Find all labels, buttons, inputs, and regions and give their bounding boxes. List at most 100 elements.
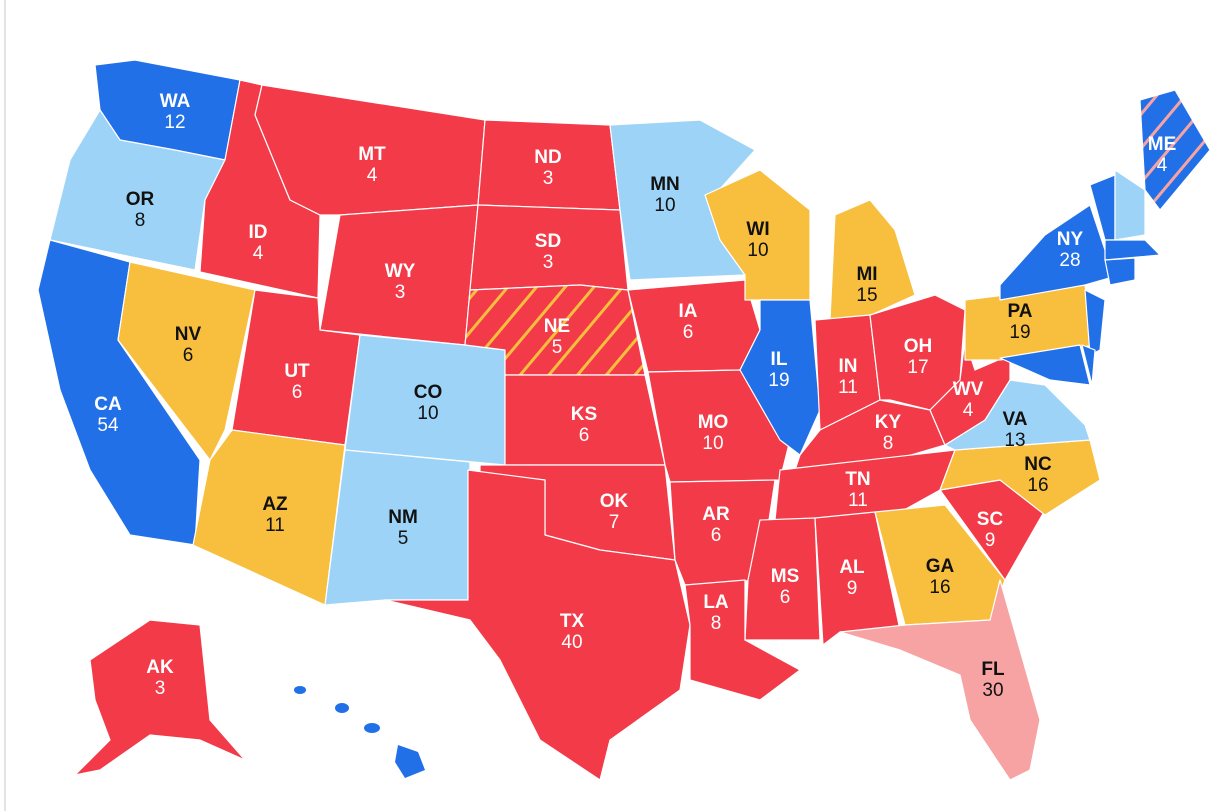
electoral-votes: 4 (253, 243, 264, 264)
electoral-votes: 40 (561, 632, 582, 653)
state-abbr: MS (771, 566, 800, 587)
state-abbr: TX (560, 611, 585, 632)
state-abbr: IN (839, 356, 858, 377)
electoral-votes: 16 (929, 577, 950, 598)
state-abbr: NY (1057, 229, 1084, 250)
state-abbr: ND (534, 147, 561, 168)
electoral-votes: 9 (847, 578, 858, 599)
state-abbr: NM (388, 507, 418, 528)
state-abbr: MN (650, 174, 680, 195)
state-de (1081, 344, 1096, 386)
state (1139, 89, 1211, 211)
state (774, 449, 956, 521)
state-nh (1114, 169, 1146, 241)
electoral-votes: 4 (367, 165, 378, 186)
electoral-votes: 4 (963, 400, 974, 421)
electoral-votes: 11 (265, 515, 285, 536)
state-abbr: IL (771, 349, 788, 370)
electoral-votes: 19 (768, 370, 789, 391)
states (37, 59, 1211, 781)
state-ma (1104, 239, 1161, 261)
state-abbr: PA (1008, 301, 1033, 322)
state-abbr: TN (845, 469, 870, 490)
state (627, 279, 761, 373)
state-abbr: CO (414, 382, 443, 403)
state-abbr: GA (926, 556, 955, 577)
electoral-votes: 6 (579, 425, 590, 446)
state-abbr: MI (856, 264, 877, 285)
electoral-votes: 54 (97, 415, 119, 436)
state-abbr: SD (535, 231, 561, 252)
state-ct (1104, 257, 1136, 286)
electoral-votes: 5 (552, 337, 563, 358)
state-abbr: CA (94, 394, 122, 415)
hawaii (294, 686, 425, 778)
electoral-votes: 9 (985, 530, 996, 551)
electoral-votes: 10 (702, 433, 723, 454)
electoral-votes: 28 (1059, 250, 1080, 271)
state-abbr: AR (702, 504, 730, 525)
electoral-votes: 3 (155, 678, 166, 699)
state-abbr: OH (904, 336, 933, 357)
state-abbr: KS (571, 404, 597, 425)
state-abbr: AZ (262, 494, 288, 515)
state-abbr: WA (160, 91, 191, 112)
electoral-votes: 6 (292, 382, 303, 403)
state (384, 469, 691, 781)
electoral-votes: 4 (1157, 155, 1168, 176)
electoral-votes: 3 (543, 252, 554, 273)
state-abbr: WI (746, 219, 769, 240)
electoral-votes: 6 (780, 587, 791, 608)
state (192, 429, 346, 606)
state (684, 579, 801, 701)
electoral-votes: 3 (543, 168, 554, 189)
state (74, 619, 246, 776)
electoral-votes: 16 (1027, 475, 1048, 496)
state-abbr: VA (1003, 409, 1028, 430)
electoral-votes: 11 (838, 377, 858, 398)
electoral-votes: 17 (907, 357, 928, 378)
electoral-votes: 30 (982, 680, 1003, 701)
electoral-votes: 8 (711, 613, 722, 634)
electoral-votes: 15 (856, 285, 877, 306)
electoral-votes: 8 (883, 433, 894, 454)
state-md (999, 344, 1091, 386)
state-abbr: WY (385, 261, 416, 282)
state (744, 517, 821, 641)
state-abbr: WV (953, 379, 984, 400)
state-abbr: NE (544, 316, 570, 337)
electoral-votes: 11 (848, 490, 868, 511)
electoral-votes: 6 (183, 345, 194, 366)
state-abbr: OK (600, 491, 629, 512)
state-abbr: LA (703, 592, 729, 613)
state-abbr: IA (679, 301, 698, 322)
state-abbr: ID (249, 222, 268, 243)
state-abbr: ME (1148, 134, 1177, 155)
small-states (999, 169, 1161, 386)
electoral-votes: 10 (654, 195, 675, 216)
state-abbr: MT (358, 144, 386, 165)
state-abbr: OR (126, 189, 155, 210)
electoral-votes: 7 (609, 512, 620, 533)
state-abbr: MO (698, 412, 729, 433)
electoral-votes: 10 (747, 240, 768, 261)
state-abbr: FL (981, 659, 1005, 680)
state (839, 579, 1041, 781)
state-abbr: SC (977, 509, 1004, 530)
electoral-votes: 5 (398, 528, 409, 549)
electoral-votes: 13 (1004, 430, 1025, 451)
electoral-votes: 19 (1009, 322, 1030, 343)
electoral-votes: 6 (683, 322, 694, 343)
state-abbr: AK (146, 657, 174, 678)
state-nj (1084, 289, 1106, 356)
state-abbr: UT (284, 361, 310, 382)
electoral-votes: 3 (395, 282, 406, 303)
state-abbr: AL (839, 557, 865, 578)
electoral-votes: 6 (711, 525, 722, 546)
state (739, 299, 821, 456)
labels: WA12OR8CA54NV6ID4MT4WY3UT6AZ11CO10NM5ND3… (94, 91, 1176, 701)
state-abbr: KY (875, 412, 902, 433)
state (117, 261, 256, 461)
electoral-votes: 8 (135, 210, 146, 231)
electoral-votes: 10 (417, 403, 438, 424)
